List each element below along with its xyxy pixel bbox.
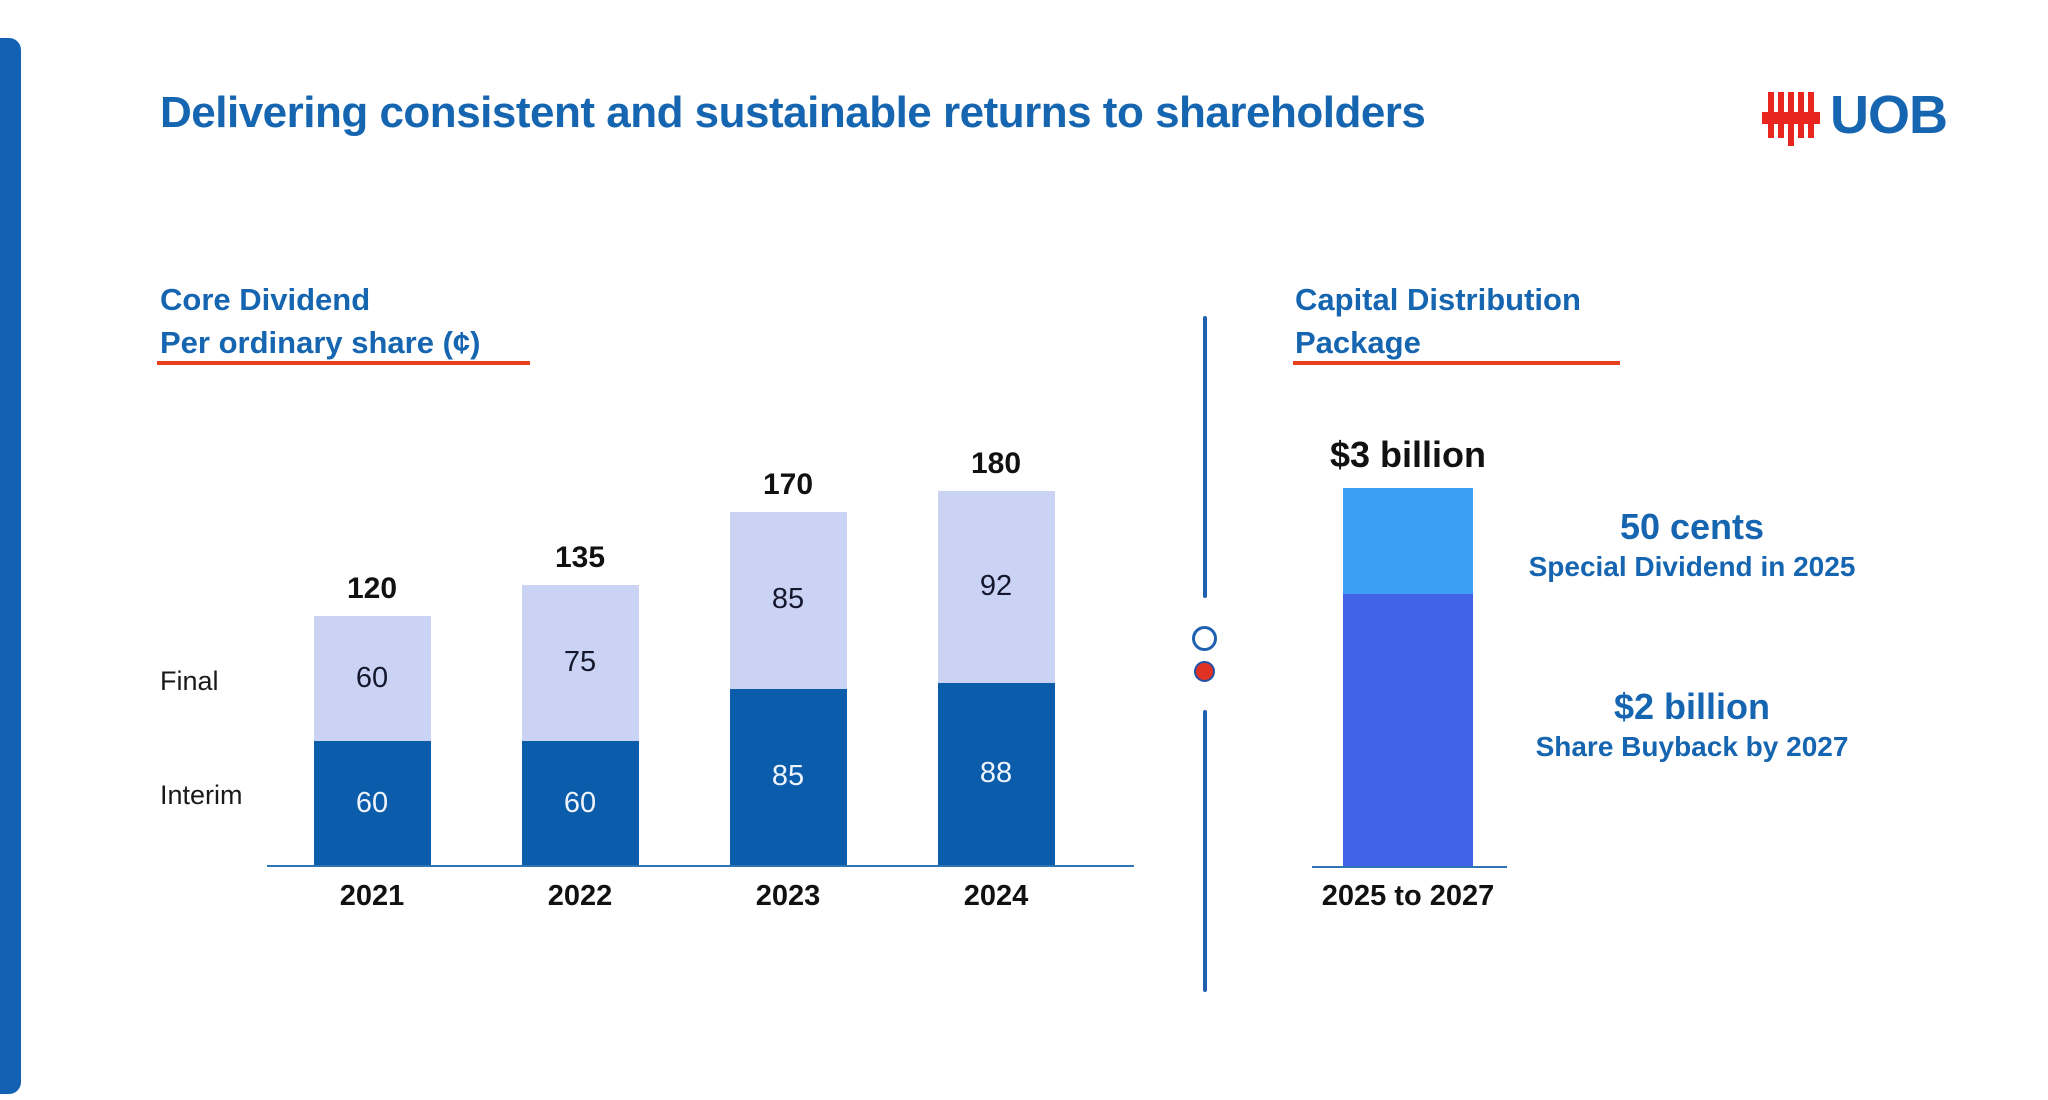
right-chart-baseline — [1312, 866, 1507, 868]
open-circle-bullet-icon — [1192, 626, 1217, 651]
left-chart-heading: Core Dividend Per ordinary share (¢) — [160, 278, 480, 364]
final-segment-2022 — [521, 584, 639, 741]
interim-segment-2022 — [521, 741, 639, 866]
share-buyback-value: $2 billion — [1613, 686, 1771, 727]
right-chart-axis-label: 2025 to 2027 — [1321, 880, 1495, 912]
year-label-2021: 2021 — [339, 880, 405, 912]
interim-segment-2023 — [729, 688, 847, 866]
special-dividend-segment — [1343, 488, 1473, 594]
right-chart-heading-line2: Package — [1295, 325, 1421, 360]
series-label-final: Final — [160, 666, 219, 696]
left-chart-baseline — [267, 865, 1134, 867]
share-buyback-callout: $2 billion Share Buyback by 2027 — [1462, 685, 1922, 765]
year-label-2024: 2024 — [963, 880, 1029, 912]
left-chart-heading-line1: Core Dividend — [160, 282, 371, 317]
year-label-2022: 2022 — [547, 880, 613, 912]
total-label-2024: 180 — [970, 447, 1022, 480]
left-chart-heading-line2: Per ordinary share (¢) — [160, 325, 481, 360]
left-accent-bar — [0, 38, 21, 1094]
uob-logo-text: UOB — [1830, 85, 1948, 145]
special-dividend-value: 50 cents — [1619, 506, 1765, 547]
red-circle-bullet-icon — [1194, 661, 1215, 682]
page-title: Delivering consistent and sustainable re… — [160, 88, 1426, 137]
right-chart-heading: Capital Distribution Package — [1295, 278, 1581, 364]
interim-value-2024: 88 — [979, 757, 1013, 790]
total-label-2021: 120 — [346, 572, 398, 605]
final-value-2023: 85 — [771, 583, 805, 616]
final-segment-2023 — [729, 511, 847, 689]
final-value-2022: 75 — [563, 645, 597, 678]
divider-line-top — [1203, 316, 1207, 598]
left-heading-underline — [157, 361, 530, 365]
uob-logo: UOB — [1762, 85, 1978, 152]
series-label-interim: Interim — [160, 780, 243, 810]
interim-segment-2024 — [937, 682, 1055, 866]
interim-value-2023: 85 — [771, 760, 805, 793]
right-heading-underline — [1293, 361, 1620, 365]
final-segment-2024 — [937, 491, 1055, 683]
special-dividend-callout: 50 cents Special Dividend in 2025 — [1462, 505, 1922, 585]
final-value-2024: 92 — [979, 569, 1013, 602]
year-label-2023: 2023 — [755, 880, 821, 912]
interim-value-2022: 60 — [563, 786, 597, 819]
share-buyback-segment — [1343, 594, 1473, 867]
divider-line-bottom — [1203, 710, 1207, 992]
capital-package-total-label: $3 billion — [1329, 434, 1487, 475]
final-segment-2021 — [313, 616, 431, 741]
special-dividend-caption: Special Dividend in 2025 — [1528, 551, 1856, 582]
uob-logo-icon — [1762, 92, 1826, 150]
total-label-2023: 170 — [762, 467, 814, 501]
interim-value-2021: 60 — [355, 786, 389, 819]
total-label-2022: 135 — [554, 540, 606, 574]
share-buyback-caption: Share Buyback by 2027 — [1535, 731, 1849, 762]
interim-segment-2021 — [313, 741, 431, 866]
right-chart-heading-line1: Capital Distribution — [1295, 282, 1581, 317]
final-value-2021: 60 — [355, 661, 389, 694]
